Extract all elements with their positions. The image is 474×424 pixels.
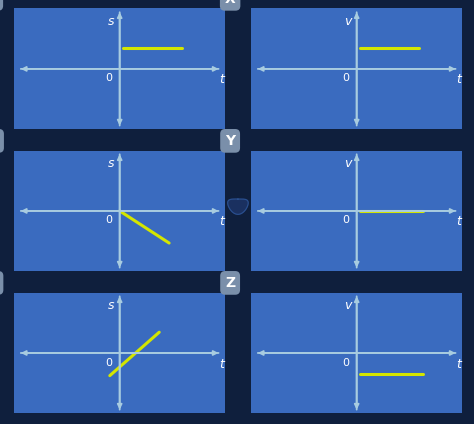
Text: v: v [344,157,351,170]
Text: 0: 0 [342,215,349,226]
Text: v: v [344,15,351,28]
Text: Z: Z [225,276,235,290]
Text: s: s [108,299,114,312]
Text: s: s [108,15,114,28]
Text: t: t [456,357,461,371]
Text: 0: 0 [342,73,349,84]
Text: v: v [344,299,351,312]
Text: 0: 0 [105,215,112,226]
Text: 0: 0 [342,357,349,368]
Text: t: t [219,73,224,86]
Text: t: t [219,357,224,371]
Text: t: t [456,215,461,229]
Polygon shape [228,199,248,214]
Text: s: s [108,157,114,170]
Text: 0: 0 [105,357,112,368]
Text: X: X [225,0,236,6]
Text: Y: Y [225,134,235,148]
Text: 0: 0 [105,73,112,84]
Text: t: t [456,73,461,86]
Text: t: t [219,215,224,229]
